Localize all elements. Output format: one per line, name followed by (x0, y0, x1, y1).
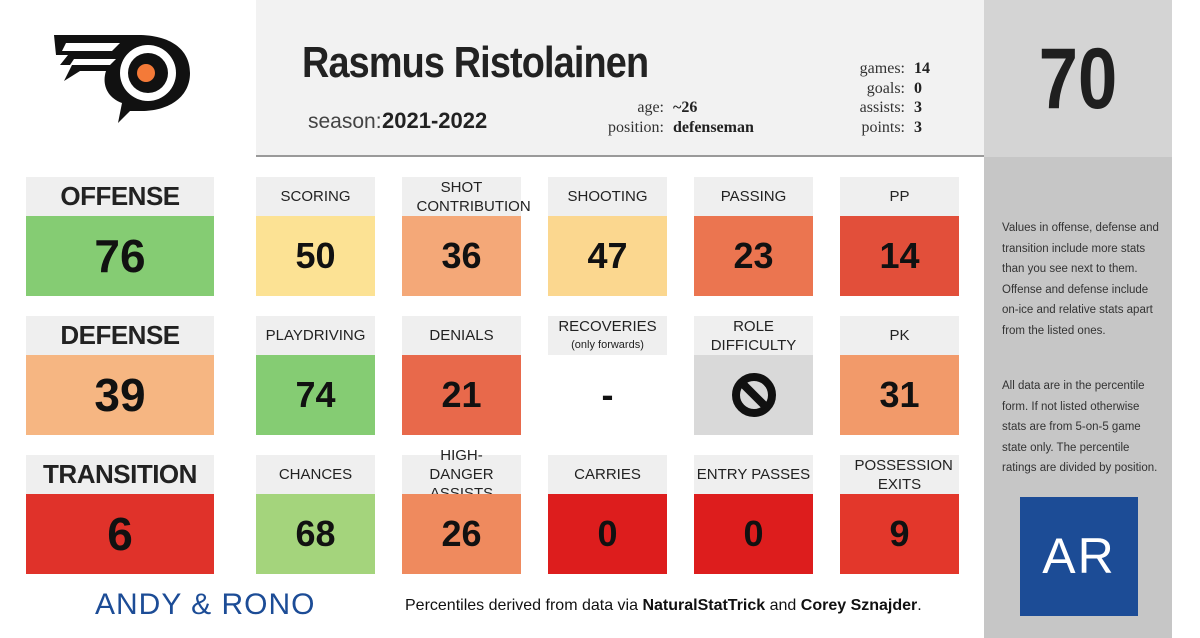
stat-label-text: PK (889, 327, 910, 344)
prohibited-icon (731, 373, 776, 417)
stat-label-text: CHANCES (278, 466, 353, 483)
footer-brand: ANDY & RONO (95, 588, 316, 622)
stat-label-denials: DENIALS (402, 316, 521, 355)
note-percentiles: All data are in the percentile form. If … (1002, 380, 1158, 474)
stat-label-possession-exits: POSSESSION EXITS (840, 455, 959, 494)
stat-label-text: PASSING (720, 188, 787, 205)
footer-source-1: NaturalStatTrick (642, 597, 766, 614)
stat-label-text: POSSESSION EXITS (854, 456, 953, 493)
stat-label-chances: CHANCES (256, 455, 375, 494)
stat-label-text: DENIALS (429, 327, 494, 344)
stat-label-text: ENTRY PASSES (696, 466, 811, 483)
stat-value-playdriving: 74 (256, 355, 375, 435)
stat-value-possession-exits: 9 (840, 494, 959, 574)
stat-label-recoveries: RECOVERIES (only forwards) (548, 316, 667, 355)
stat-label-carries: CARRIES (548, 455, 667, 494)
stat-value-pp: 14 (840, 216, 959, 296)
stat-label-shot-contribution: SHOT CONTRIBUTION (402, 177, 531, 216)
stat-label-role-difficulty: ROLE DIFFICULTY (694, 316, 813, 355)
stat-label-text: PP (889, 188, 910, 205)
stat-label-pk: PK (840, 316, 959, 355)
category-label-defense: DEFENSE (26, 316, 214, 355)
category-label-offense: OFFENSE (26, 177, 214, 216)
goals-value: 0 (914, 80, 922, 97)
position-value: defenseman (673, 119, 754, 136)
assists-value: 3 (914, 99, 922, 116)
season-label: season: (308, 110, 382, 133)
stat-value-pk: 31 (840, 355, 959, 435)
footer-note: Percentiles derived from data via Natura… (405, 597, 922, 615)
stat-value-shot-contribution: 36 (402, 216, 521, 296)
stat-value-scoring: 50 (256, 216, 375, 296)
team-logo (50, 25, 192, 125)
stat-value-denials: 21 (402, 355, 521, 435)
stat-label-pp: PP (840, 177, 959, 216)
stat-value-recoveries: - (548, 355, 667, 435)
goals-label: goals: (866, 80, 905, 97)
points-label: points: (861, 119, 905, 136)
note-values: Values in offense, defense and transitio… (1002, 222, 1159, 337)
season-value: 2021-2022 (382, 108, 488, 133)
brand-text: ANDY & RONO (95, 588, 316, 621)
stat-label-scoring: SCORING (256, 177, 375, 216)
footer-source-2: Corey Sznajder (800, 597, 918, 614)
stat-label-text: RECOVERIES (558, 317, 657, 335)
stat-label-playdriving: PLAYDRIVING (256, 316, 375, 355)
flyers-logo-icon (54, 35, 190, 123)
stat-value-role-difficulty (694, 355, 813, 435)
games-value: 14 (914, 60, 930, 77)
stat-label-text: SHOOTING (567, 188, 648, 205)
player-name: Rasmus Ristolainen (302, 38, 649, 87)
stat-value-shooting: 47 (548, 216, 667, 296)
stat-value-passing: 23 (694, 216, 813, 296)
category-value-offense: 76 (26, 216, 214, 296)
category-value-transition: 6 (26, 494, 214, 574)
stat-sublabel: (only forwards) (571, 338, 644, 351)
stat-label-text: SCORING (280, 188, 351, 205)
stat-label-text: SHOT CONTRIBUTION (416, 178, 531, 215)
overall-rating: 70 (1038, 31, 1118, 127)
stat-label-text: CARRIES (574, 466, 641, 483)
stat-label-shooting: SHOOTING (548, 177, 667, 216)
stat-value-carries: 0 (548, 494, 667, 574)
stat-value-chances: 68 (256, 494, 375, 574)
points-value: 3 (914, 119, 922, 136)
category-label-transition: TRANSITION (26, 455, 214, 494)
category-value-defense: 39 (26, 355, 214, 435)
position-label: position: (607, 119, 664, 136)
stat-label-text: PLAYDRIVING (265, 327, 366, 344)
stat-value-high-danger-assists: 26 (402, 494, 521, 574)
stat-label-text: ROLE DIFFICULTY (710, 317, 797, 354)
age-label: age: (637, 99, 664, 116)
stat-label-passing: PASSING (694, 177, 813, 216)
games-label: games: (859, 60, 905, 77)
footer-note-prefix: Percentiles derived from data via (405, 597, 643, 614)
assists-label: assists: (859, 99, 905, 116)
age-value: ~26 (673, 99, 698, 116)
stat-label-high-danger-assists: HIGH-DANGER ASSISTS (402, 447, 521, 502)
stat-value-entry-passes: 0 (694, 494, 813, 574)
overall-box (984, 0, 1172, 157)
footer-note-suffix: . (917, 597, 922, 614)
footer-note-and: and (765, 597, 801, 614)
stat-label-entry-passes: ENTRY PASSES (694, 455, 813, 494)
header-band (256, 0, 984, 157)
ar-logo: AR (1020, 497, 1138, 616)
